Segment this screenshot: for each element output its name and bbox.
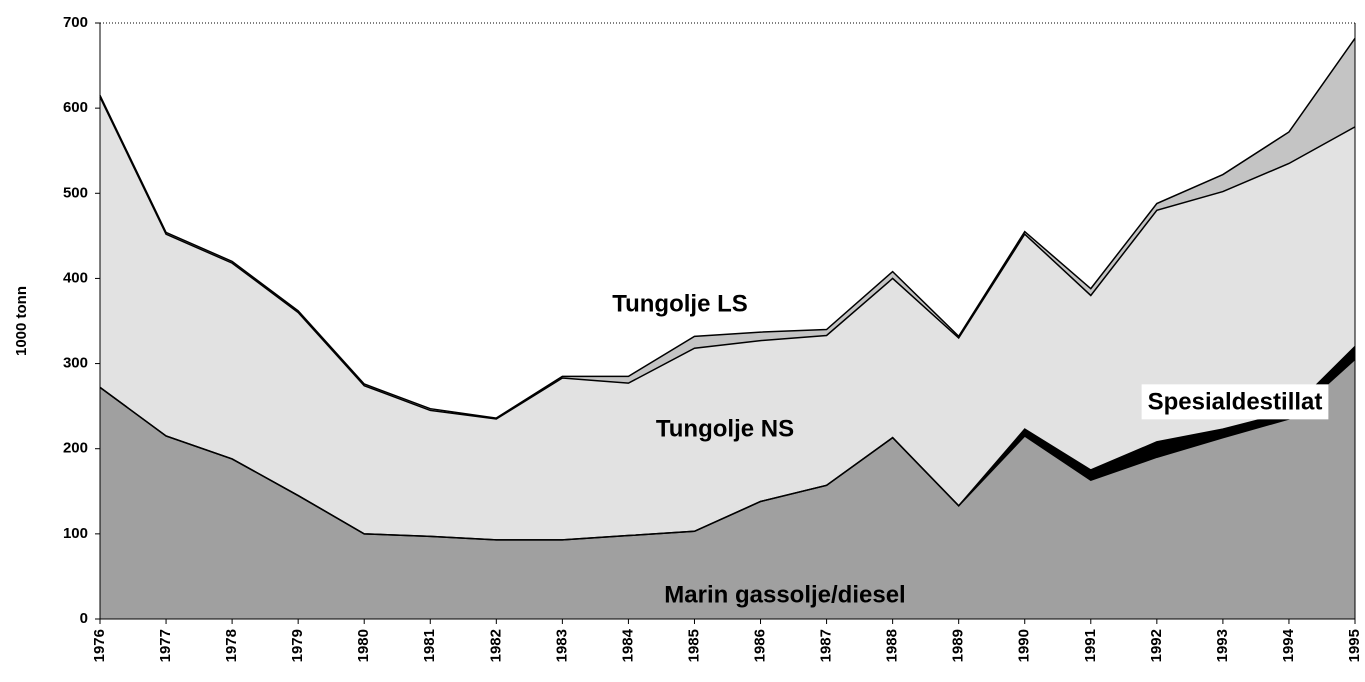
- x-tick-label: 1976: [91, 629, 108, 662]
- x-tick-label: 1980: [355, 629, 372, 662]
- x-tick-label: 1985: [685, 629, 702, 662]
- x-tick-label: 1994: [1280, 628, 1297, 662]
- x-tick-label: 1993: [1214, 629, 1231, 662]
- x-tick-label: 1983: [553, 629, 570, 662]
- x-tick-label: 1989: [950, 629, 967, 662]
- x-tick-label: 1991: [1082, 629, 1099, 662]
- x-tick-label: 1990: [1016, 629, 1033, 662]
- area-edge: [99, 37, 1356, 419]
- x-tick-label: 1981: [421, 629, 438, 662]
- x-tick-label: 1982: [487, 629, 504, 662]
- x-tick-label: 1978: [223, 629, 240, 662]
- area: [100, 38, 1355, 419]
- y-tick-label: 700: [63, 14, 88, 31]
- x-tick-label: 1987: [818, 629, 835, 662]
- area: [100, 359, 1355, 619]
- y-tick-label: 400: [63, 269, 88, 286]
- x-tick-label: 1988: [884, 629, 901, 662]
- y-tick-label: 300: [63, 355, 88, 372]
- y-tick-label: 100: [63, 525, 88, 542]
- series-label: Tungolje LS: [612, 290, 748, 317]
- x-tick-label: 1986: [751, 629, 768, 662]
- series-label: Spesialdestillat: [1148, 388, 1323, 415]
- x-tick-label: 1977: [157, 629, 174, 662]
- area-edge: [99, 346, 1356, 541]
- x-tick-label: 1995: [1346, 629, 1363, 662]
- x-tick-label: 1979: [289, 629, 306, 662]
- y-tick-label: 500: [63, 184, 88, 201]
- x-tick-label: 1992: [1148, 629, 1165, 662]
- label-background: [1141, 384, 1329, 420]
- area: [100, 97, 1355, 540]
- y-tick-label: 200: [63, 440, 88, 457]
- y-tick-label: 600: [63, 99, 88, 116]
- area-edge: [99, 96, 1356, 420]
- y-axis-label: 1000 tonn: [13, 286, 30, 356]
- y-tick-label: 0: [80, 610, 88, 627]
- series-label: Marin gassolje/diesel: [664, 581, 905, 608]
- x-tick-label: 1984: [619, 628, 636, 662]
- series-label: Tungolje NS: [656, 415, 794, 442]
